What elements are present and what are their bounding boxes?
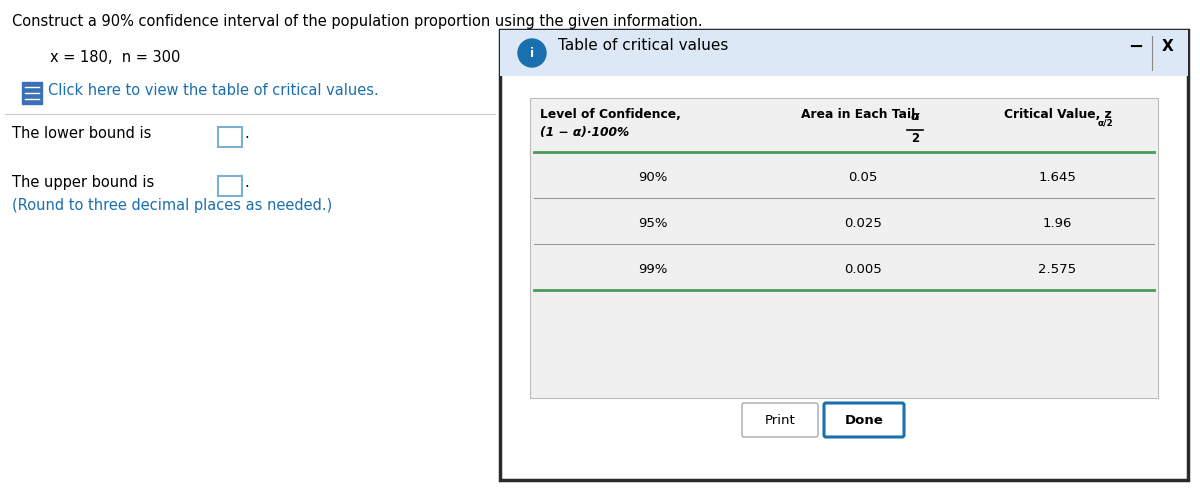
- Text: 0.025: 0.025: [844, 217, 882, 230]
- Text: 0.05: 0.05: [848, 170, 877, 183]
- Text: The lower bound is: The lower bound is: [12, 126, 151, 141]
- Text: 90%: 90%: [638, 170, 667, 183]
- Text: 0.005: 0.005: [844, 262, 882, 275]
- Text: Table of critical values: Table of critical values: [558, 38, 728, 53]
- Text: 1.96: 1.96: [1043, 217, 1073, 230]
- Text: α/2: α/2: [1098, 118, 1114, 127]
- Text: x = 180,  n = 300: x = 180, n = 300: [50, 50, 180, 65]
- Text: .: .: [244, 175, 248, 190]
- Text: Level of Confidence,: Level of Confidence,: [540, 108, 680, 121]
- Text: i: i: [530, 46, 534, 59]
- Text: (Round to three decimal places as needed.): (Round to three decimal places as needed…: [12, 198, 332, 213]
- Text: −: −: [1128, 38, 1144, 56]
- Text: (1 − α)·100%: (1 − α)·100%: [540, 126, 629, 139]
- Bar: [22, 82, 42, 104]
- Bar: [500, 30, 1188, 76]
- Text: Print: Print: [764, 413, 796, 426]
- FancyBboxPatch shape: [218, 127, 242, 147]
- Text: 99%: 99%: [638, 262, 667, 275]
- Text: 95%: 95%: [638, 217, 667, 230]
- FancyBboxPatch shape: [218, 176, 242, 196]
- Circle shape: [518, 39, 546, 67]
- Text: The upper bound is: The upper bound is: [12, 175, 155, 190]
- Text: X: X: [1162, 39, 1174, 54]
- Text: Done: Done: [845, 413, 883, 426]
- Bar: [530, 98, 1158, 398]
- Text: Construct a 90% confidence interval of the population proportion using the given: Construct a 90% confidence interval of t…: [12, 14, 703, 29]
- Text: α: α: [911, 110, 919, 123]
- FancyBboxPatch shape: [742, 403, 818, 437]
- Text: .: .: [244, 126, 248, 141]
- Text: Critical Value, z: Critical Value, z: [1003, 108, 1111, 121]
- Text: 2: 2: [911, 132, 919, 145]
- Bar: [500, 30, 1188, 480]
- Text: Area in Each Tail,: Area in Each Tail,: [802, 108, 924, 121]
- Text: Click here to view the table of critical values.: Click here to view the table of critical…: [48, 83, 379, 98]
- FancyBboxPatch shape: [824, 403, 904, 437]
- Text: 2.575: 2.575: [1038, 262, 1076, 275]
- Text: 1.645: 1.645: [1038, 170, 1076, 183]
